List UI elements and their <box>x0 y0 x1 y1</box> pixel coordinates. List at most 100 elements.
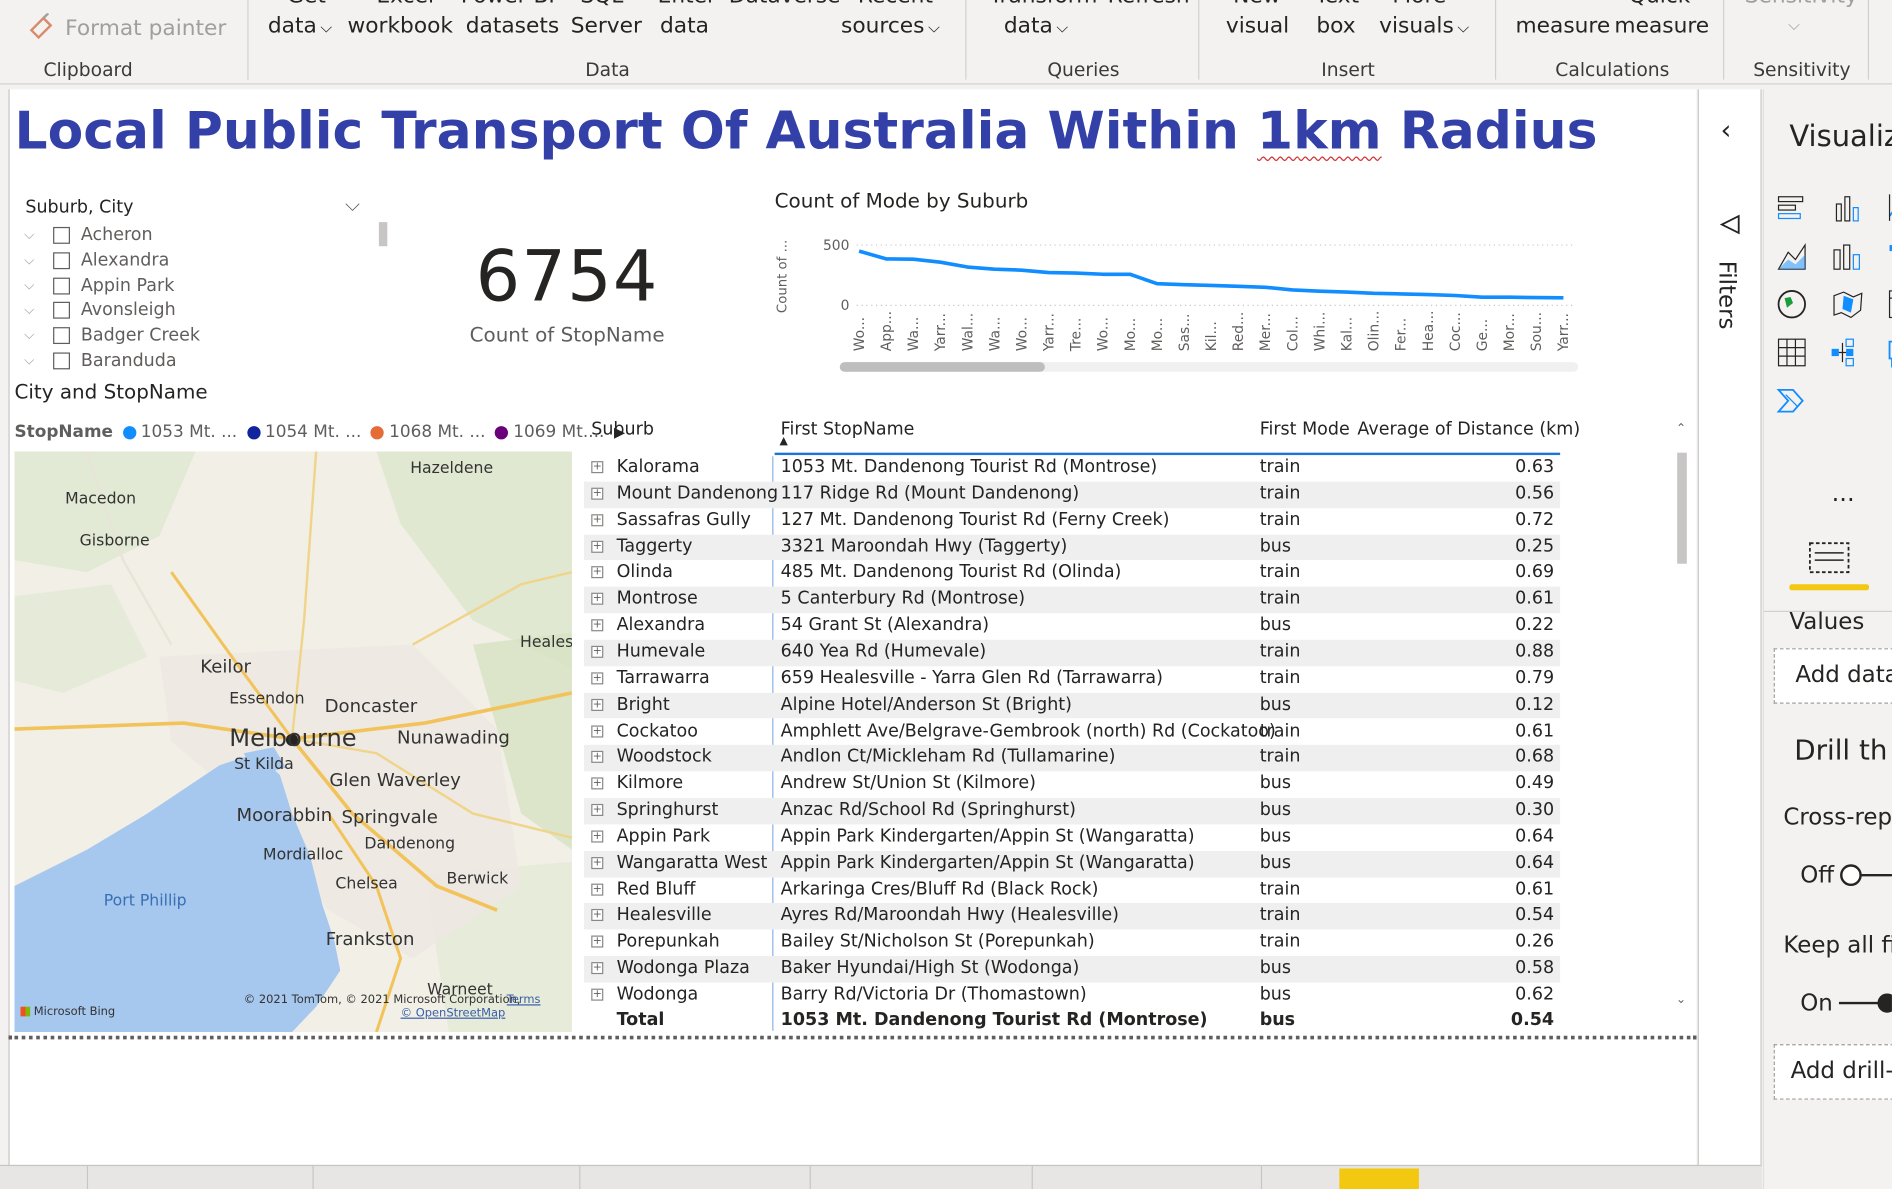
chevron-down-icon[interactable]: ⌵ <box>345 193 360 217</box>
header-first-mode[interactable]: First Mode <box>1260 420 1350 439</box>
new-visual-button[interactable]: visual <box>1226 13 1289 40</box>
chevron-down-icon[interactable]: ⌵ <box>24 277 53 294</box>
slicer-scrollbar[interactable] <box>379 222 387 246</box>
slicer-item[interactable]: ⌵ Avonsleigh <box>24 299 176 323</box>
filled-map-icon[interactable] <box>1829 286 1865 322</box>
expand-plus-icon[interactable]: + <box>591 778 603 790</box>
expand-plus-icon[interactable]: + <box>591 989 603 1001</box>
decomposition-tree-icon[interactable] <box>1829 334 1865 370</box>
filters-label[interactable]: Filters <box>1713 261 1740 330</box>
header-average-distance[interactable]: Average of Distance (km) <box>1357 420 1580 439</box>
expand-plus-icon[interactable]: + <box>591 698 603 710</box>
recent-sources-button[interactable]: sources ⌵ <box>841 13 940 42</box>
table-row[interactable]: + Bright Alpine Hotel/Anderson St (Bright)… <box>584 692 1560 718</box>
expand-plus-icon[interactable]: + <box>591 646 603 658</box>
expand-plus-icon[interactable]: + <box>591 619 603 631</box>
table-row[interactable]: + Wodonga Barry Rd/Victoria Dr (Thomastown… <box>584 983 1560 1009</box>
table-row[interactable]: + Springhurst Anzac Rd/School Rd (Springhu… <box>584 798 1560 824</box>
cross-report-toggle[interactable] <box>1839 863 1892 887</box>
line-chart[interactable]: Count of ... 0 500 Wo... App... Wa... Yarr... W… <box>770 223 1590 380</box>
table-row[interactable]: + Olinda 485 Mt. Dandenong Tourist Rd (Oli… <box>584 561 1560 587</box>
slicer-checkbox[interactable] <box>53 302 70 319</box>
active-page-tab[interactable] <box>1339 1168 1419 1189</box>
transform-data-button[interactable]: data ⌵ <box>1004 13 1068 42</box>
get-data-button[interactable]: data ⌵ <box>268 13 332 42</box>
expand-plus-icon[interactable]: + <box>591 936 603 948</box>
slicer-item[interactable]: ⌵ Acheron <box>24 223 152 247</box>
table-row[interactable]: + Red Bluff Arkaringa Cres/Bluff Rd (Black… <box>584 877 1560 903</box>
slicer-checkbox[interactable] <box>53 352 70 369</box>
more-visuals-button[interactable]: visuals ⌵ <box>1379 13 1469 42</box>
legend-item[interactable]: 1054 Mt. ... <box>247 422 362 441</box>
table-row[interactable]: + Porepunkah Bailey St/Nicholson St (Porep… <box>584 930 1560 956</box>
scroll-up-icon[interactable]: ⌃ <box>1676 422 1686 435</box>
area-chart-icon[interactable] <box>1774 238 1810 274</box>
header-suburb[interactable]: Suburb <box>591 420 654 439</box>
slicer-checkbox[interactable] <box>53 227 70 244</box>
collapse-icon[interactable]: ‹ <box>1721 116 1732 146</box>
expand-plus-icon[interactable]: + <box>591 883 603 895</box>
keep-filters-toggle[interactable] <box>1839 991 1892 1015</box>
add-drill-through-field-well[interactable]: Add drill- <box>1774 1044 1892 1100</box>
funnel-icon[interactable] <box>1885 238 1892 274</box>
more-visuals-icon[interactable]: ··· <box>1832 485 1855 514</box>
excel-workbook-button[interactable]: workbook <box>348 13 454 40</box>
qna-icon[interactable] <box>1885 334 1892 370</box>
slicer-icon[interactable] <box>1885 286 1892 322</box>
column-chart-icon[interactable] <box>1829 190 1865 226</box>
slicer-checkbox[interactable] <box>53 277 70 294</box>
table-row[interactable]: + Woodstock Andlon Ct/Mickleham Rd (Tullam… <box>584 745 1560 771</box>
table-row[interactable]: + Kilmore Andrew St/Union St (Kilmore) bus 0… <box>584 772 1560 798</box>
table-row[interactable]: + Cockatoo Amphlett Ave/Belgrave-Gembrook … <box>584 719 1560 745</box>
expand-plus-icon[interactable]: + <box>591 962 603 974</box>
table-row[interactable]: + Wangaratta West Appin Park Kindergarten/… <box>584 851 1560 877</box>
table-row[interactable]: + Sassafras Gully 127 Mt. Dandenong Touris… <box>584 508 1560 534</box>
expand-plus-icon[interactable]: + <box>591 804 603 816</box>
slicer-item[interactable]: ⌵ Appin Park <box>24 274 174 298</box>
globe-map-icon[interactable] <box>1774 286 1810 322</box>
chevron-down-icon[interactable]: ⌵ <box>24 252 53 269</box>
legend-item[interactable]: 1068 Mt. ... <box>371 422 486 441</box>
expand-plus-icon[interactable]: + <box>591 909 603 921</box>
expand-plus-icon[interactable]: + <box>591 567 603 579</box>
series-line[interactable] <box>859 251 1563 298</box>
header-first-stopname[interactable]: First StopName <box>781 420 915 439</box>
table-row[interactable]: + Montrose 5 Canterbury Rd (Montrose) train… <box>584 587 1560 613</box>
table-row[interactable]: + Taggerty 3321 Maroondah Hwy (Taggerty) bu… <box>584 534 1560 560</box>
slicer-checkbox[interactable] <box>53 327 70 344</box>
expand-plus-icon[interactable]: + <box>591 593 603 605</box>
quick-measure-button[interactable]: measure <box>1614 13 1709 40</box>
slicer-item[interactable]: ⌵ Alexandra <box>24 248 169 272</box>
expand-plus-icon[interactable]: + <box>591 461 603 473</box>
table-row[interactable]: + Tarrawarra 659 Healesville - Yarra Glen … <box>584 666 1560 692</box>
map-terms-link[interactable]: Terms <box>507 993 541 1006</box>
slicer-item[interactable]: ⌵ Badger Creek <box>24 324 200 348</box>
line-chart-icon[interactable] <box>1885 190 1892 226</box>
expand-plus-icon[interactable]: + <box>591 751 603 763</box>
slicer-checkbox[interactable] <box>53 252 70 269</box>
expand-plus-icon[interactable]: + <box>591 672 603 684</box>
stacked-bar-icon[interactable] <box>1774 190 1810 226</box>
table-row[interactable]: + Appin Park Appin Park Kindergarten/Appin… <box>584 824 1560 850</box>
table-row[interactable]: + Kalorama 1053 Mt. Dandenong Tourist Rd (… <box>584 455 1560 481</box>
refresh-button[interactable]: Refresh <box>1108 0 1190 10</box>
table-row[interactable]: + Wodonga Plaza Baker Hyundai/High St (Wod… <box>584 956 1560 982</box>
table-scrollbar[interactable] <box>1677 453 1687 564</box>
table-row[interactable]: + Healesville Ayres Rd/Maroondah Hwy (Heal… <box>584 903 1560 929</box>
chart-scrollbar-thumb[interactable] <box>840 362 1045 372</box>
new-measure-button[interactable]: measure <box>1515 13 1610 40</box>
expand-plus-icon[interactable]: + <box>591 857 603 869</box>
chevron-down-icon[interactable]: ⌵ <box>24 327 53 344</box>
smart-narrative-icon[interactable] <box>1774 383 1810 419</box>
expand-plus-icon[interactable]: + <box>591 487 603 499</box>
chevron-down-icon[interactable]: ⌵ <box>24 227 53 244</box>
expand-plus-icon[interactable]: + <box>591 540 603 552</box>
map-visual[interactable]: Hazeldene Macedon Gisborne Healesv Keilo… <box>14 451 571 1032</box>
ribbon-chart-icon[interactable] <box>1829 238 1865 274</box>
scroll-down-icon[interactable]: ⌄ <box>1676 993 1686 1006</box>
enter-data-button[interactable]: data <box>660 13 709 40</box>
table-row[interactable]: + Humevale 640 Yea Rd (Humevale) train 0.88 <box>584 640 1560 666</box>
format-painter-button[interactable]: Format painter <box>27 13 227 42</box>
table-icon[interactable] <box>1774 334 1810 370</box>
expand-plus-icon[interactable]: + <box>591 830 603 842</box>
